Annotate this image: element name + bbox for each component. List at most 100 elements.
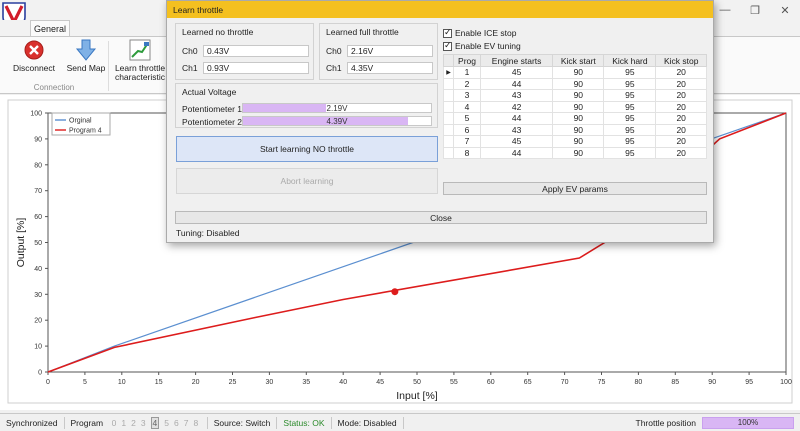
program-number[interactable]: 7 <box>183 417 189 428</box>
full-throttle-ch1-field[interactable]: 4.35V <box>347 62 433 74</box>
row-selector-icon[interactable] <box>443 146 454 159</box>
ev-params-table[interactable]: Prog Engine starts Kick start Kick hard Kick… <box>443 54 707 159</box>
table-cell[interactable]: 20 <box>655 77 707 90</box>
table-cell[interactable]: 90 <box>552 77 605 90</box>
row-selector-icon[interactable] <box>443 77 454 90</box>
program-number[interactable]: 4 <box>150 416 160 429</box>
table-cell[interactable]: 95 <box>603 135 657 148</box>
column-header[interactable]: Kick stop <box>655 54 707 67</box>
program-number[interactable]: 1 <box>121 417 127 428</box>
x-tick-label: 100 <box>780 379 792 386</box>
table-cell[interactable]: 8 <box>452 146 482 159</box>
enable-ice-stop-label: Enable ICE stop <box>455 28 517 38</box>
table-cell[interactable]: 4 <box>452 100 482 113</box>
column-header[interactable]: Kick start <box>552 54 605 67</box>
learn-throttle-button[interactable]: Learn throttle characteristic <box>112 39 168 82</box>
table-cell[interactable]: 20 <box>655 89 707 102</box>
table-cell[interactable]: 45 <box>480 66 554 79</box>
row-selector-icon[interactable] <box>443 123 454 136</box>
table-cell[interactable]: 90 <box>552 146 605 159</box>
table-cell[interactable]: 3 <box>452 89 482 102</box>
table-cell[interactable]: 20 <box>655 66 707 79</box>
throttle-chart-icon <box>129 39 151 61</box>
enable-ev-tuning-checkbox[interactable]: Enable EV tuning <box>443 40 521 51</box>
table-cell[interactable]: 20 <box>655 146 707 159</box>
row-selector-icon[interactable] <box>443 89 454 102</box>
table-cell[interactable]: 44 <box>480 77 554 90</box>
table-cell[interactable]: 90 <box>552 112 605 125</box>
start-learning-button[interactable]: Start learning NO throttle <box>176 136 438 162</box>
table-cell[interactable]: 90 <box>552 100 605 113</box>
table-row[interactable]: 4 42 90 95 20 <box>443 100 707 113</box>
table-cell[interactable]: 95 <box>603 66 657 79</box>
checkbox-checked-icon <box>443 27 452 38</box>
table-cell[interactable]: 95 <box>603 146 657 159</box>
row-selector-icon[interactable] <box>443 135 454 148</box>
table-cell[interactable]: 95 <box>603 89 657 102</box>
table-cell[interactable]: 20 <box>655 135 707 148</box>
table-cell[interactable]: 43 <box>480 89 554 102</box>
program-number[interactable]: 0 <box>111 417 117 428</box>
row-selector-icon[interactable]: ▶ <box>443 66 454 79</box>
program-number[interactable]: 2 <box>131 417 136 428</box>
minimize-button[interactable]: — <box>719 4 731 16</box>
table-row[interactable]: 7 45 90 95 20 <box>443 135 707 148</box>
row-selector-icon[interactable] <box>443 112 454 125</box>
column-header[interactable]: Prog <box>452 54 482 67</box>
program-number[interactable]: 5 <box>164 417 170 428</box>
close-dialog-button[interactable]: Close <box>175 211 707 224</box>
tab-general[interactable]: General <box>30 20 70 37</box>
table-row[interactable]: 3 43 90 95 20 <box>443 89 707 102</box>
table-cell[interactable]: 1 <box>452 66 482 79</box>
table-cell[interactable]: 43 <box>480 123 554 136</box>
table-header: Prog Engine starts Kick start Kick hard Kick… <box>443 54 707 67</box>
restore-button[interactable]: ❐ <box>750 4 760 17</box>
table-cell[interactable]: 42 <box>480 100 554 113</box>
x-tick-label: 55 <box>450 379 458 386</box>
table-cell[interactable]: 6 <box>452 123 482 136</box>
table-cell[interactable]: 95 <box>603 100 657 113</box>
column-header[interactable]: Kick hard <box>603 54 657 67</box>
table-row[interactable]: 5 44 90 95 20 <box>443 112 707 125</box>
table-cell[interactable]: 5 <box>452 112 482 125</box>
legend-label: Orginal <box>69 118 92 125</box>
table-cell[interactable]: 90 <box>552 89 605 102</box>
program-number[interactable]: 3 <box>140 417 146 428</box>
disconnect-icon <box>24 40 44 60</box>
table-cell[interactable]: 44 <box>480 112 554 125</box>
table-row[interactable]: 6 43 90 95 20 <box>443 123 707 136</box>
table-cell[interactable]: 20 <box>655 123 707 136</box>
program-number[interactable]: 8 <box>193 417 199 428</box>
table-cell[interactable]: 95 <box>603 77 657 90</box>
abort-learning-button[interactable]: Abort learning <box>176 168 438 194</box>
table-row[interactable]: 2 44 90 95 20 <box>443 77 707 90</box>
no-throttle-ch0-field[interactable]: 0.43V <box>203 45 309 57</box>
table-cell[interactable]: 90 <box>552 66 605 79</box>
ribbon-divider <box>108 41 109 91</box>
table-row[interactable]: ▶ 1 45 90 95 20 <box>443 66 707 79</box>
learn-throttle-label-2: characteristic <box>114 72 166 82</box>
table-cell[interactable]: 44 <box>480 146 554 159</box>
table-row[interactable]: 8 44 90 95 20 <box>443 146 707 159</box>
table-cell[interactable]: 90 <box>552 135 605 148</box>
column-header[interactable]: Engine starts <box>480 54 554 67</box>
apply-ev-params-button[interactable]: Apply EV params <box>443 182 707 195</box>
table-cell[interactable]: 90 <box>552 123 605 136</box>
disconnect-button[interactable]: Disconnect <box>12 39 56 73</box>
row-selector-icon[interactable] <box>443 100 454 113</box>
table-cell[interactable]: 20 <box>655 112 707 125</box>
full-throttle-ch0-field[interactable]: 2.16V <box>347 45 433 57</box>
table-cell[interactable]: 95 <box>603 112 657 125</box>
send-map-button[interactable]: Send Map <box>64 39 108 73</box>
enable-ice-stop-checkbox[interactable]: Enable ICE stop <box>443 27 517 38</box>
x-tick-label: 85 <box>671 379 679 386</box>
table-cell[interactable]: 95 <box>603 123 657 136</box>
y-tick-label: 100 <box>30 111 42 118</box>
table-cell[interactable]: 20 <box>655 100 707 113</box>
program-number[interactable]: 6 <box>174 417 179 428</box>
close-window-button[interactable]: ✕ <box>780 4 790 17</box>
table-cell[interactable]: 45 <box>480 135 554 148</box>
no-throttle-ch1-field[interactable]: 0.93V <box>203 62 309 74</box>
table-cell[interactable]: 7 <box>452 135 482 148</box>
table-cell[interactable]: 2 <box>452 77 482 90</box>
